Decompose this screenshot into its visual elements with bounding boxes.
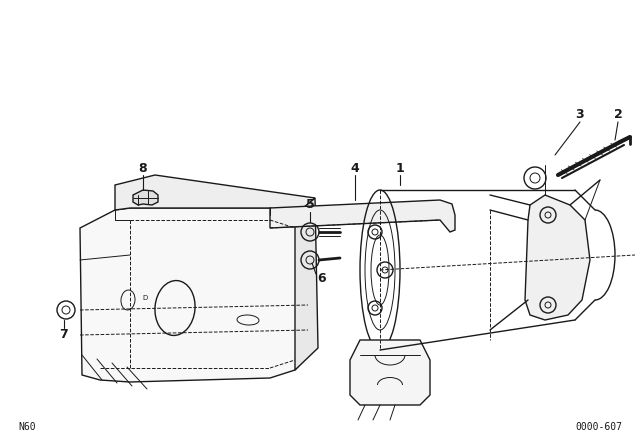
Polygon shape [80,208,312,382]
Polygon shape [115,175,315,215]
Text: 8: 8 [139,161,147,175]
Polygon shape [350,340,430,405]
Text: 0000-607: 0000-607 [575,422,622,432]
Text: 6: 6 [317,271,326,284]
Text: D: D [142,295,148,301]
Polygon shape [295,198,318,370]
Polygon shape [525,195,590,320]
Text: 2: 2 [614,108,622,121]
Text: N60: N60 [18,422,36,432]
Text: 7: 7 [60,328,68,341]
Text: 5: 5 [306,198,314,211]
Text: 1: 1 [396,161,404,175]
Text: 3: 3 [576,108,584,121]
Text: 4: 4 [351,161,360,175]
Polygon shape [133,190,158,205]
Polygon shape [270,200,455,232]
